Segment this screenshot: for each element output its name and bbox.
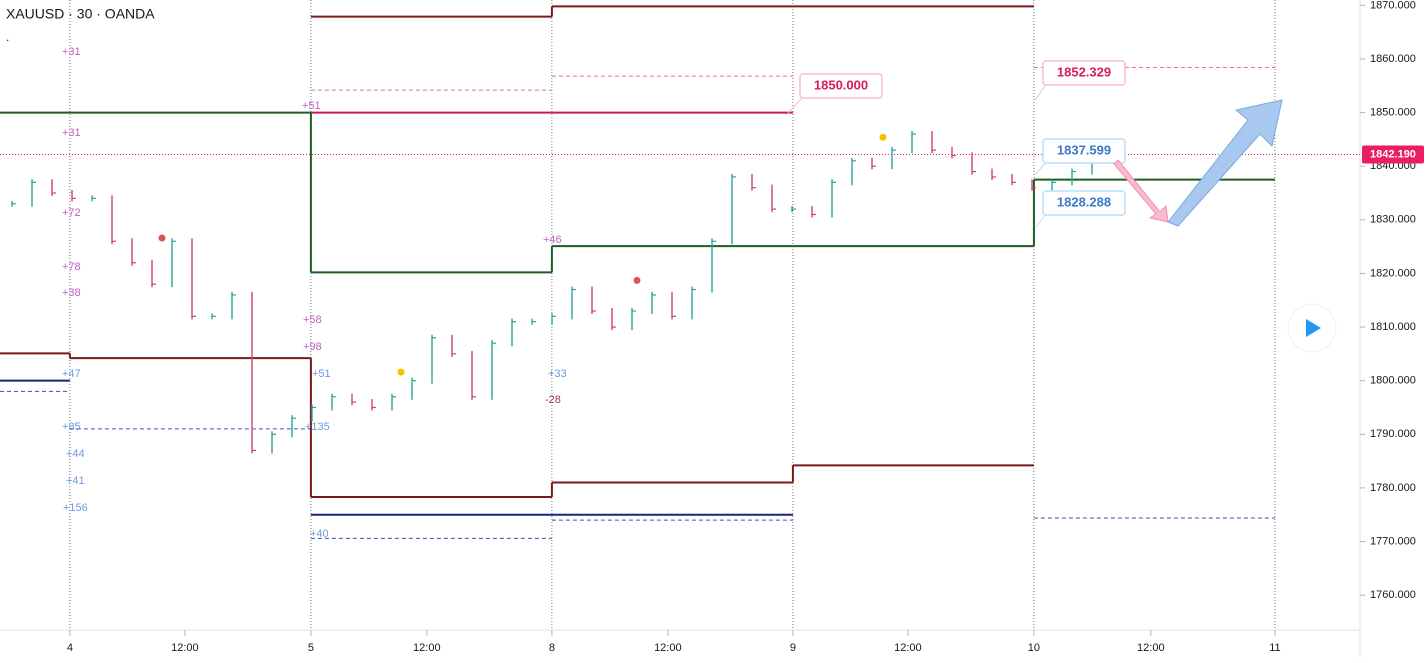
- play-icon: [1306, 319, 1321, 337]
- signal-dot: [158, 234, 166, 242]
- subtitle: .: [6, 30, 9, 44]
- y-tick-label: 1800.000: [1370, 375, 1416, 387]
- trade-annotation: +135: [305, 421, 330, 433]
- trade-annotation: +58: [303, 314, 322, 326]
- price-label: 1852.329: [1057, 64, 1111, 79]
- trade-annotation: +51: [302, 100, 321, 112]
- x-tick-label: 4: [67, 642, 73, 654]
- x-tick-label: 8: [549, 642, 555, 654]
- x-tick-label: 11: [1269, 642, 1280, 654]
- trade-annotation: +40: [310, 528, 329, 540]
- trade-annotation: +51: [312, 368, 331, 380]
- x-tick-label: 12:00: [171, 642, 199, 654]
- y-tick-label: 1820.000: [1370, 267, 1416, 279]
- y-tick-label: 1870.000: [1370, 0, 1416, 11]
- price-label: 1850.000: [814, 77, 868, 92]
- price-label: 1837.599: [1057, 142, 1111, 157]
- price-label-box: [1042, 138, 1126, 164]
- signal-dot: [397, 368, 405, 376]
- trade-annotation: +44: [66, 448, 85, 460]
- trade-annotation: -28: [545, 394, 561, 406]
- trade-annotation: +47: [62, 368, 81, 380]
- signal-dot: [633, 276, 641, 284]
- pink-arrow: [1113, 159, 1169, 223]
- blue-arrow: [1167, 99, 1283, 227]
- x-tick-label: 12:00: [654, 642, 682, 654]
- symbol-title: XAUUSD · 30 · OANDA: [6, 6, 155, 22]
- price-label-box: [1042, 60, 1126, 86]
- trade-annotation: +72: [62, 207, 81, 219]
- x-tick-label: 5: [308, 642, 314, 654]
- y-tick-label: 1790.000: [1370, 428, 1416, 440]
- price-label-box: [799, 73, 883, 99]
- trade-annotation: +78: [62, 261, 81, 273]
- trade-annotation: +156: [63, 502, 88, 514]
- trade-annotation: +31: [62, 127, 81, 139]
- trade-annotation: +41: [66, 475, 85, 487]
- price-label-box: [1042, 190, 1126, 216]
- trade-annotation: +38: [62, 287, 81, 299]
- x-tick-label: 9: [790, 642, 796, 654]
- y-tick-label: 1850.000: [1370, 107, 1416, 119]
- x-tick-label: 10: [1028, 642, 1040, 654]
- trade-annotation: +85: [62, 421, 81, 433]
- y-tick-label: 1830.000: [1370, 214, 1416, 226]
- label-connector: [787, 95, 805, 114]
- y-tick-label: 1860.000: [1370, 53, 1416, 65]
- y-tick-label: 1780.000: [1370, 482, 1416, 494]
- signal-dot: [879, 133, 887, 141]
- current-price-label: 1842.190: [1370, 148, 1416, 160]
- x-tick-label: 12:00: [413, 642, 441, 654]
- trade-annotation: +31: [62, 46, 81, 58]
- x-tick-label: 12:00: [894, 642, 922, 654]
- trade-annotation: +98: [303, 341, 322, 353]
- current-price-tag: [1362, 145, 1424, 164]
- y-tick-label: 1810.000: [1370, 321, 1416, 333]
- trade-annotation: +33: [548, 368, 567, 380]
- x-tick-label: 12:00: [1137, 642, 1165, 654]
- y-tick-label: 1770.000: [1370, 535, 1416, 547]
- label-connector: [1034, 82, 1048, 101]
- trade-annotation: +46: [543, 234, 562, 246]
- price-label: 1828.288: [1057, 194, 1111, 209]
- y-tick-label: 1760.000: [1370, 589, 1416, 601]
